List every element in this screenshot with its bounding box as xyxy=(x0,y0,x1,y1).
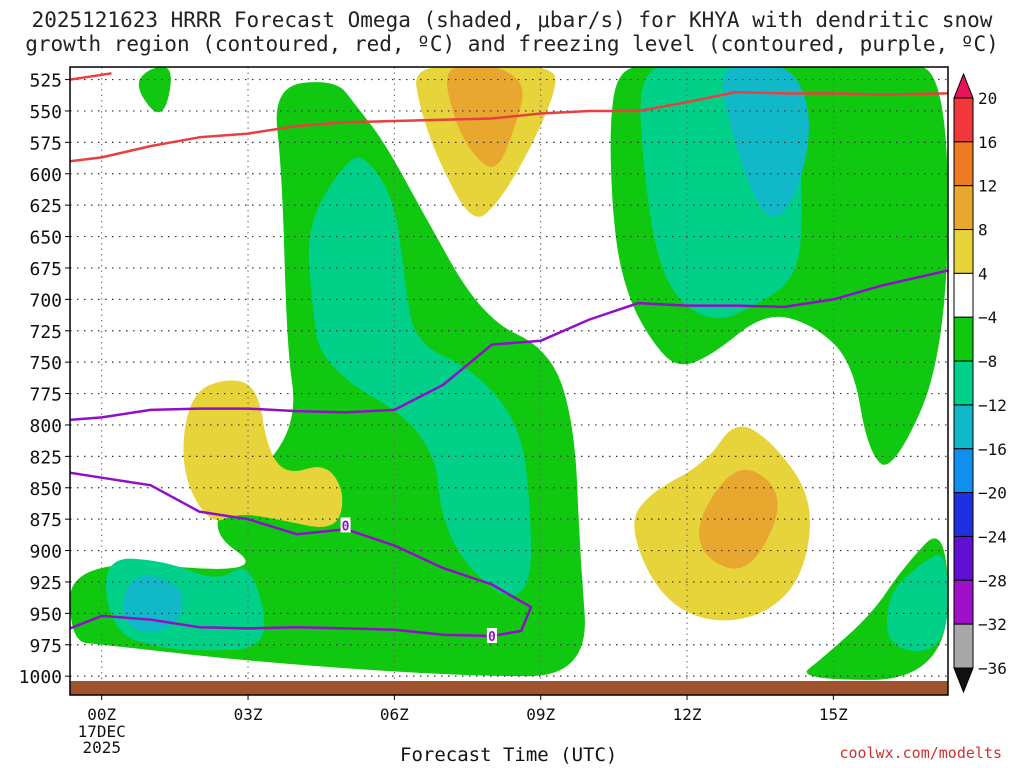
omega-region-5 xyxy=(722,67,809,217)
x-tick-label-03Z: 03Z xyxy=(234,705,263,724)
omega-region-14 xyxy=(887,554,948,651)
y-tick-label-900: 900 xyxy=(29,542,62,563)
freezing-level-label-0: 0 xyxy=(342,519,350,534)
x-tick-label-09Z: 09Z xyxy=(526,705,555,724)
omega-region-2 xyxy=(308,157,531,596)
x-tick-label-12Z: 12Z xyxy=(673,705,702,724)
colorbar-swatch-5 xyxy=(953,316,974,362)
freezing-level-upper-contour xyxy=(70,269,948,422)
omega-region-7 xyxy=(446,67,523,167)
omega-region-10 xyxy=(698,469,778,569)
y-tick-label-550: 550 xyxy=(29,102,62,123)
y-tick-label-975: 975 xyxy=(29,636,62,657)
y-tick-label-775: 775 xyxy=(29,385,62,406)
freezing-level-label-1: 0 xyxy=(488,630,496,645)
y-tick-label-925: 925 xyxy=(29,573,62,594)
colorbar-label-12: −32 xyxy=(978,615,1007,634)
colorbar-label-2: 12 xyxy=(978,177,997,196)
colorbar-swatch-7 xyxy=(953,404,974,450)
colorbar-label-0: 20 xyxy=(978,89,997,108)
y-tick-label-825: 825 xyxy=(29,447,62,468)
y-tick-label-850: 850 xyxy=(29,479,62,500)
y-tick-label-725: 725 xyxy=(29,322,62,343)
y-tick-label-575: 575 xyxy=(29,133,62,154)
x-axis-title: Forecast Time (UTC) xyxy=(400,744,618,766)
colorbar-label-3: 8 xyxy=(978,221,988,240)
x-tick-label-15Z: 15Z xyxy=(819,705,848,724)
omega-region-8 xyxy=(183,380,343,527)
y-tick-label-525: 525 xyxy=(29,71,62,92)
y-tick-label-650: 650 xyxy=(29,228,62,249)
colorbar-label-9: −20 xyxy=(978,484,1007,503)
y-tick-label-1000: 1000 xyxy=(19,667,62,688)
freezing-level-lower-contour xyxy=(70,471,533,638)
x-tick-label-00Z: 00Z xyxy=(87,705,116,724)
omega-region-0 xyxy=(138,67,171,113)
colorbar-label-6: −8 xyxy=(978,352,997,371)
dendritic-top-contour xyxy=(70,72,112,81)
colorbar-label-8: −16 xyxy=(978,440,1007,459)
colorbar-swatch-0 xyxy=(953,97,974,143)
chart-title-line-2: growth region (contoured, red, ºC) and f… xyxy=(25,32,999,56)
chart-title-line-1: 2025121623 HRRR Forecast Omega (shaded, … xyxy=(31,8,993,32)
y-tick-label-750: 750 xyxy=(29,353,62,374)
freezing-label-bg-1 xyxy=(486,627,497,643)
colorbar-swatch-4 xyxy=(953,272,974,318)
dendritic-growth-contour xyxy=(70,90,948,163)
y-tick-label-625: 625 xyxy=(29,196,62,217)
colorbar-swatch-12 xyxy=(953,623,974,669)
colorbar-top-arrow xyxy=(953,72,974,99)
y-tick-label-675: 675 xyxy=(29,259,62,280)
colorbar-swatch-6 xyxy=(953,360,974,406)
colorbar-label-13: −36 xyxy=(978,659,1007,678)
colorbar-label-11: −28 xyxy=(978,571,1007,590)
x-tick-label-06Z: 06Z xyxy=(380,705,409,724)
colorbar-swatch-3 xyxy=(953,229,974,274)
colorbar-label-7: −12 xyxy=(978,396,1007,415)
colorbar-label-10: −24 xyxy=(978,527,1007,546)
y-tick-label-600: 600 xyxy=(29,165,62,186)
y-tick-label-950: 950 xyxy=(29,604,62,625)
freezing-label-bg-0 xyxy=(340,517,351,533)
ground-strip xyxy=(70,681,948,695)
colorbar-swatch-9 xyxy=(953,492,974,537)
date-label-line-0: 17DEC xyxy=(78,722,126,741)
y-tick-label-700: 700 xyxy=(29,290,62,311)
credit-text: coolwx.com/modelts xyxy=(839,744,1002,762)
y-tick-label-875: 875 xyxy=(29,510,62,531)
colorbar-bottom-arrow xyxy=(953,667,974,694)
colorbar-label-1: 16 xyxy=(978,133,997,152)
plot-frame xyxy=(69,66,949,696)
colorbar-swatch-2 xyxy=(953,185,974,231)
y-tick-label-800: 800 xyxy=(29,416,62,437)
colorbar-swatch-10 xyxy=(953,535,974,581)
colorbar-swatch-1 xyxy=(953,141,974,187)
colorbar-swatch-11 xyxy=(953,579,974,625)
colorbar-label-4: 4 xyxy=(978,264,988,283)
colorbar-swatch-8 xyxy=(953,448,974,494)
colorbar-label-5: −4 xyxy=(978,308,997,327)
date-label-line-1: 2025 xyxy=(82,738,121,757)
